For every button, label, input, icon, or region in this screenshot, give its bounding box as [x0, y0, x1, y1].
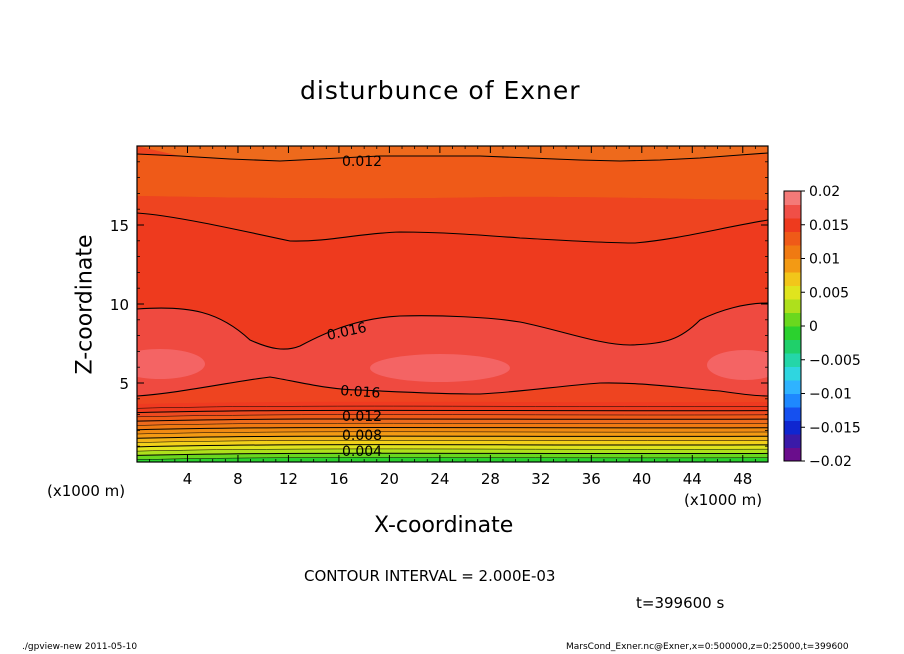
bottom-band — [137, 414, 768, 422]
band-0.013-0.014 — [137, 196, 768, 243]
contour-label: 0.016 — [340, 383, 381, 402]
contour-line — [137, 376, 768, 397]
colorbar-swatch — [784, 191, 801, 205]
colorbar-swatch — [784, 393, 801, 408]
colorbar-tick-label: −0.02 — [809, 454, 852, 470]
x-tick-label: 28 — [481, 470, 500, 488]
colorbar-swatch — [784, 299, 801, 313]
contour-line — [137, 152, 768, 162]
colorbar-swatch — [784, 258, 801, 273]
chart-title: disturbunce of Exner — [300, 76, 581, 105]
colorbar-swatch — [784, 366, 801, 381]
colorbar-swatch — [784, 434, 801, 448]
band-0.012-0.013 — [137, 153, 768, 200]
colorbar-tick-label: −0.01 — [809, 387, 852, 403]
colorbar-swatch — [784, 245, 801, 259]
x-tick-label: 20 — [380, 470, 399, 488]
bottom-band — [137, 448, 768, 456]
contour-line — [137, 440, 768, 443]
colorbar-swatch — [784, 285, 801, 300]
colorbar-swatch — [784, 231, 801, 246]
band-0.014-0.016 — [137, 213, 768, 350]
contour-line — [137, 444, 768, 448]
colorbar-swatch — [784, 447, 801, 462]
y-tick-label: 5 — [119, 375, 129, 393]
bottom-band — [137, 431, 768, 439]
colorbar-swatch — [784, 204, 801, 219]
colorbar-swatch — [784, 407, 801, 421]
band-0.016-0.017 — [137, 303, 768, 396]
contour-label: 0.004 — [342, 444, 382, 460]
colorbar-tick-label: 0.01 — [809, 252, 840, 268]
bottom-band — [137, 453, 768, 460]
colorbar-tick-label: 0.015 — [809, 218, 849, 234]
contour-line — [137, 426, 768, 431]
colorbar-swatch — [784, 380, 801, 394]
bottom-band — [137, 427, 768, 434]
contour-label: 0.012 — [342, 154, 382, 170]
colorbar-swatch — [784, 312, 801, 327]
colorbar-tick-label: −0.015 — [809, 420, 861, 436]
contour-line — [137, 457, 768, 460]
colorbar-tick-label: 0 — [809, 319, 818, 335]
colorbar-tick-label: −0.005 — [809, 353, 861, 369]
x-tick-label: 48 — [733, 470, 752, 488]
x-tick-label: 32 — [531, 470, 550, 488]
x-tick-label: 8 — [233, 470, 243, 488]
x-unit-label-right: (x1000 m) — [684, 491, 763, 509]
y-axis-label: Z-coordinate — [72, 234, 98, 375]
x-tick-label: 16 — [329, 470, 348, 488]
colorbar-swatch — [784, 339, 801, 354]
band-above-0.012 — [137, 146, 768, 161]
x-unit-label-left: (x1000 m) — [47, 482, 126, 500]
colorbar-swatch — [784, 326, 801, 340]
contour-line — [137, 448, 768, 452]
contour-line — [137, 418, 768, 422]
contour-interval-text: CONTOUR INTERVAL = 2.000E-03 — [304, 567, 556, 585]
bottom-band — [137, 406, 768, 413]
contour-line — [137, 414, 768, 418]
x-tick-label: 4 — [183, 470, 193, 488]
bottom-band — [137, 440, 768, 447]
contour-line — [137, 435, 768, 439]
colorbar-swatch — [784, 272, 801, 286]
colorbar-tick-label: 0.005 — [809, 285, 849, 301]
x-tick-label: 44 — [683, 470, 702, 488]
x-tick-label: 36 — [582, 470, 601, 488]
x-tick-label: 40 — [632, 470, 651, 488]
colorbar-swatch — [784, 218, 801, 232]
bottom-band — [137, 436, 768, 443]
bottom-band — [137, 418, 768, 426]
footer-left: ./gpview-new 2011-05-10 — [22, 642, 138, 652]
max-blob-left — [137, 349, 205, 379]
colorbar-swatch — [784, 420, 801, 435]
contour-line — [137, 405, 768, 409]
bottom-band — [137, 444, 768, 452]
max-blob-right — [707, 350, 768, 380]
contour-label: 0.012 — [342, 409, 382, 425]
contour-line — [137, 212, 768, 244]
colorbar-swatch — [784, 353, 801, 367]
footer-right: MarsCond_Exner.nc@Exner,x=0:500000,z=0:2… — [566, 642, 849, 652]
x-axis-label: X-coordinate — [374, 513, 514, 538]
contour-label: 0.008 — [342, 428, 382, 444]
time-text: t=399600 s — [636, 594, 725, 612]
x-tick-label: 12 — [279, 470, 298, 488]
contour-line — [137, 302, 768, 350]
y-tick-label: 10 — [110, 296, 129, 314]
contour-line — [137, 452, 768, 456]
max-blob-center — [370, 354, 510, 382]
y-tick-label: 15 — [110, 217, 129, 235]
colorbar-tick-label: 0.02 — [809, 184, 840, 200]
contour-line — [137, 422, 768, 426]
bottom-band — [137, 423, 768, 430]
x-tick-label: 24 — [430, 470, 449, 488]
contour-line — [137, 431, 768, 435]
bottom-band — [137, 410, 768, 417]
bottom-band — [137, 401, 768, 409]
contour-line — [137, 409, 768, 414]
